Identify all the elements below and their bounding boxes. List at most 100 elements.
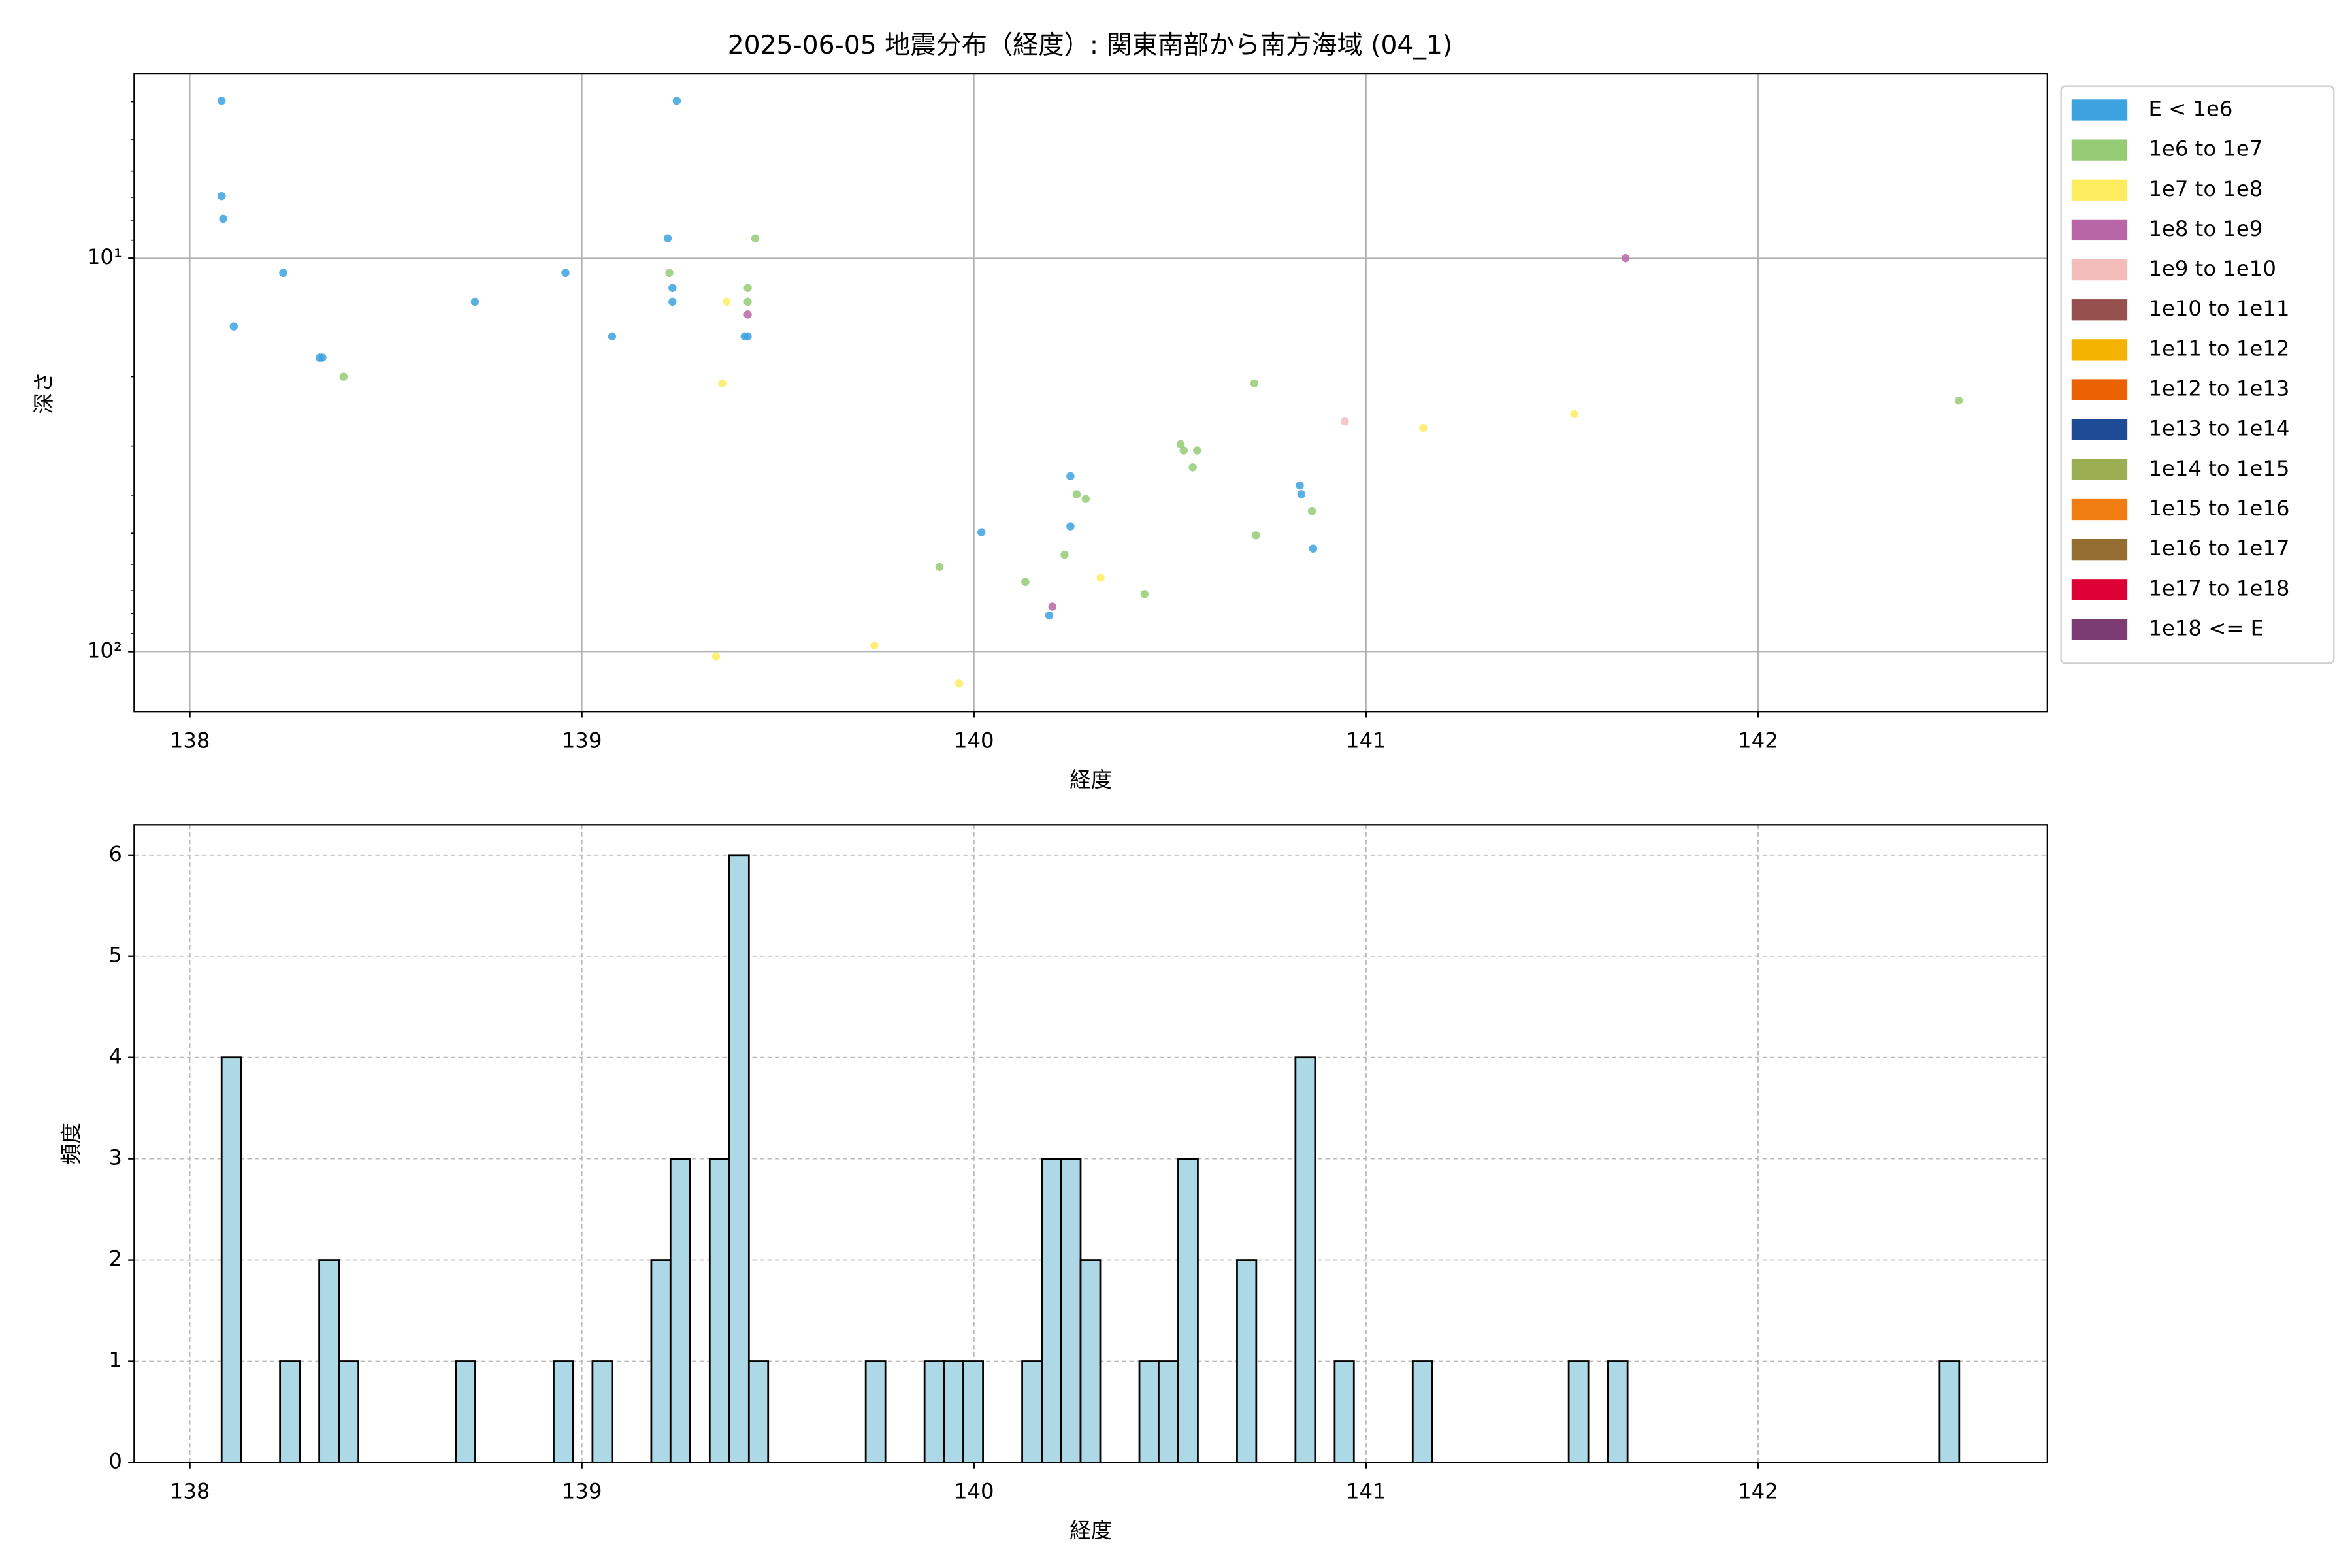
scatter-point xyxy=(1060,550,1069,559)
scatter-point xyxy=(751,234,760,243)
y-tick-label: 1 xyxy=(108,1348,122,1373)
scatter-point xyxy=(1570,410,1578,419)
histogram-bar xyxy=(1138,1360,1160,1463)
legend-swatch xyxy=(2071,539,2128,561)
histogram-bar xyxy=(1041,1158,1062,1463)
y-tick-label: 10¹ xyxy=(87,244,122,269)
legend-swatch xyxy=(2071,299,2128,321)
scatter-point xyxy=(955,679,964,688)
scatter-point xyxy=(470,297,480,306)
x-tick-label: 138 xyxy=(170,1479,210,1504)
y-tick-label: 5 xyxy=(108,943,122,968)
scatter-point xyxy=(1250,379,1259,388)
histogram-bar xyxy=(728,854,750,1463)
scatter-point xyxy=(743,310,752,319)
histogram-bar xyxy=(338,1360,360,1463)
legend-swatch xyxy=(2071,419,2128,440)
histogram-bar xyxy=(962,1360,984,1463)
histogram-bar xyxy=(553,1360,574,1463)
scatter-point xyxy=(722,297,731,306)
legend-swatch xyxy=(2071,139,2128,161)
y-axis-label: 深さ xyxy=(31,372,56,414)
histogram-bar xyxy=(1607,1360,1629,1463)
x-tick-label: 141 xyxy=(1346,1479,1386,1504)
scatter-point xyxy=(1252,531,1260,540)
histogram-bar xyxy=(1060,1158,1082,1463)
histogram-bar xyxy=(747,1360,770,1463)
histogram-bar xyxy=(1236,1259,1258,1463)
histogram-bar xyxy=(455,1360,476,1463)
histogram-bar xyxy=(864,1360,887,1463)
legend-label: 1e6 to 1e7 xyxy=(2148,137,2262,161)
legend-swatch xyxy=(2071,498,2128,521)
histogram-bar xyxy=(1294,1056,1316,1463)
y-tick-label: 2 xyxy=(108,1247,122,1271)
scatter-point xyxy=(1140,590,1149,598)
scatter-point xyxy=(1341,417,1349,426)
legend-label: 1e11 to 1e12 xyxy=(2148,336,2289,361)
scatter-point xyxy=(870,641,879,650)
scatter-point xyxy=(711,652,721,661)
scatter-point xyxy=(1954,396,1963,405)
x-tick-label: 142 xyxy=(1738,728,1778,753)
scatter-point xyxy=(1309,544,1318,553)
scatter-point xyxy=(743,332,752,341)
scatter-point xyxy=(1081,495,1090,503)
legend-label: 1e9 to 1e10 xyxy=(2148,256,2276,281)
x-tick-label: 140 xyxy=(954,728,994,753)
scatter-point xyxy=(219,214,227,223)
x-axis-label: 経度 xyxy=(1070,767,1112,792)
y-tick-label: 0 xyxy=(108,1448,122,1473)
legend-swatch xyxy=(2071,99,2128,121)
scatter-point xyxy=(1066,522,1075,531)
legend-label: 1e10 to 1e11 xyxy=(2148,296,2289,321)
y-tick-label: 4 xyxy=(108,1044,122,1069)
histogram-bar xyxy=(318,1259,340,1463)
legend-label: E < 1e6 xyxy=(2148,96,2232,121)
y-axis-label: 頻度 xyxy=(59,1122,84,1165)
scatter-point xyxy=(1296,481,1304,490)
histogram-bar xyxy=(1938,1360,1961,1463)
histogram-bar xyxy=(1021,1360,1043,1463)
legend-swatch xyxy=(2071,619,2128,640)
histogram-bar xyxy=(1177,1158,1199,1463)
legend-label: 1e12 to 1e13 xyxy=(2148,376,2289,401)
plot-frame xyxy=(133,824,2048,1463)
legend-label: 1e14 to 1e15 xyxy=(2148,456,2289,481)
legend-label: 1e13 to 1e14 xyxy=(2148,416,2289,441)
plot-frame xyxy=(133,73,2048,713)
histogram-bar xyxy=(1158,1360,1179,1463)
scatter-point xyxy=(1419,423,1428,433)
scatter-point xyxy=(665,269,674,278)
chart-title: 2025-06-05 地震分布（経度）: 関東南部から南方海域 (04_1) xyxy=(728,31,1453,60)
legend-swatch xyxy=(2071,339,2128,361)
scatter-point xyxy=(1193,446,1201,455)
legend-label: 1e18 <= E xyxy=(2148,615,2264,640)
scatter-point xyxy=(1176,440,1185,449)
legend-swatch xyxy=(2071,579,2128,600)
histogram-bar xyxy=(923,1360,945,1463)
scatter-point xyxy=(1072,490,1081,498)
scatter-point xyxy=(668,297,677,306)
x-tick-label: 139 xyxy=(562,1479,602,1504)
legend-swatch xyxy=(2071,379,2128,400)
legend-label: 1e15 to 1e16 xyxy=(2148,496,2289,521)
legend-swatch xyxy=(2071,259,2128,281)
scatter-point xyxy=(561,269,570,278)
scatter-point xyxy=(672,97,681,105)
y-tick-label: 3 xyxy=(108,1145,122,1170)
legend-label: 1e8 to 1e9 xyxy=(2148,216,2262,241)
x-tick-label: 139 xyxy=(562,728,602,753)
scatter-point xyxy=(608,332,617,341)
histogram-bar xyxy=(591,1360,613,1463)
scatter-point xyxy=(1048,602,1057,611)
scatter-point xyxy=(977,528,986,536)
histogram-bar xyxy=(708,1158,730,1463)
scatter-point xyxy=(743,297,752,306)
scatter-point xyxy=(229,322,238,331)
legend-box xyxy=(2060,85,2335,664)
x-axis-label: 経度 xyxy=(1070,1518,1112,1543)
scatter-point xyxy=(279,269,287,278)
